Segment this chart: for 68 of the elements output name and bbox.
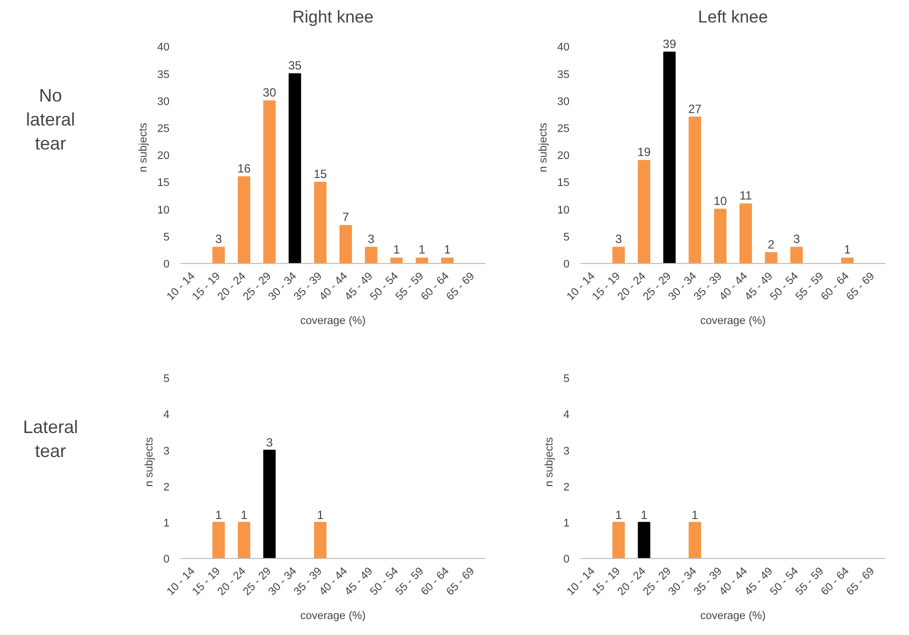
y-tick-label: 0 — [163, 258, 170, 270]
data-label: 1 — [692, 508, 699, 522]
data-label: 1 — [215, 508, 222, 522]
y-tick-label: 0 — [163, 554, 170, 566]
y-tick-label: 1 — [163, 517, 170, 530]
y-tick-label: 2 — [163, 481, 170, 494]
y-tick-label: 35 — [157, 68, 170, 81]
y-tick-label: 5 — [563, 373, 570, 386]
data-label: 7 — [342, 210, 350, 224]
y-tick-label: 2 — [563, 481, 570, 494]
data-label: 3 — [368, 232, 375, 246]
data-label: 1 — [615, 508, 622, 522]
y-axis-title: n subjects — [543, 436, 556, 487]
y-tick-label: 5 — [163, 231, 170, 244]
data-label: 10 — [714, 194, 728, 208]
y-tick-label: 4 — [163, 409, 170, 422]
y-tick-label: 3 — [163, 445, 170, 458]
y-tick-label: 20 — [557, 150, 570, 162]
data-label: 1 — [640, 508, 648, 522]
y-axis-title: n subjects — [137, 122, 150, 172]
data-label: 15 — [314, 166, 328, 181]
y-tick-label: 30 — [157, 96, 170, 108]
y-tick-label: 10 — [157, 204, 170, 216]
data-label: 35 — [288, 58, 302, 72]
x-axis-title: coverage (%) — [300, 610, 366, 622]
data-label: 19 — [637, 145, 652, 160]
y-tick-label: 25 — [157, 122, 170, 135]
data-label: 3 — [266, 436, 274, 450]
y-tick-label: 4 — [563, 409, 570, 422]
data-label: 1 — [393, 242, 400, 257]
y-axis-title: n subjects — [143, 436, 156, 487]
data-label: 39 — [662, 36, 676, 51]
y-tick-label: 10 — [557, 204, 570, 216]
y-tick-label: 30 — [557, 96, 570, 108]
data-label: 1 — [844, 242, 852, 257]
data-label: 2 — [768, 237, 775, 252]
y-tick-label: 1 — [563, 517, 570, 530]
y-tick-label: 0 — [563, 258, 570, 270]
y-tick-label: 15 — [157, 177, 170, 190]
data-label: 3 — [615, 232, 622, 246]
y-axis-title: n subjects — [537, 122, 550, 172]
data-label: 1 — [316, 508, 324, 522]
data-label: 11 — [739, 188, 752, 203]
data-label: 3 — [215, 232, 222, 246]
y-tick-label: 40 — [557, 42, 570, 54]
text: No lateral tear — [26, 86, 76, 154]
data-label: 1 — [418, 242, 426, 257]
data-label: 30 — [262, 86, 276, 100]
y-tick-label: 0 — [563, 554, 570, 566]
y-tick-label: 5 — [563, 231, 570, 244]
y-tick-label: 40 — [157, 42, 170, 54]
data-label: 27 — [688, 102, 702, 116]
x-axis-title: coverage (%) — [300, 315, 366, 328]
data-label: 16 — [237, 161, 252, 176]
data-label: 1 — [444, 242, 452, 257]
text: Lateral tear — [22, 416, 78, 461]
y-tick-label: 3 — [563, 445, 570, 458]
x-axis-title: coverage (%) — [700, 315, 766, 328]
y-tick-label: 15 — [557, 177, 570, 190]
chart-title: Right knee — [292, 8, 374, 26]
x-axis-title: coverage (%) — [700, 610, 766, 622]
y-tick-label: 20 — [157, 150, 170, 162]
y-tick-label: 35 — [557, 68, 570, 81]
chart-title: Left knee — [698, 8, 768, 26]
y-tick-label: 25 — [557, 122, 570, 135]
data-label: 3 — [793, 232, 800, 246]
y-tick-label: 5 — [163, 373, 170, 386]
data-label: 1 — [240, 508, 248, 522]
